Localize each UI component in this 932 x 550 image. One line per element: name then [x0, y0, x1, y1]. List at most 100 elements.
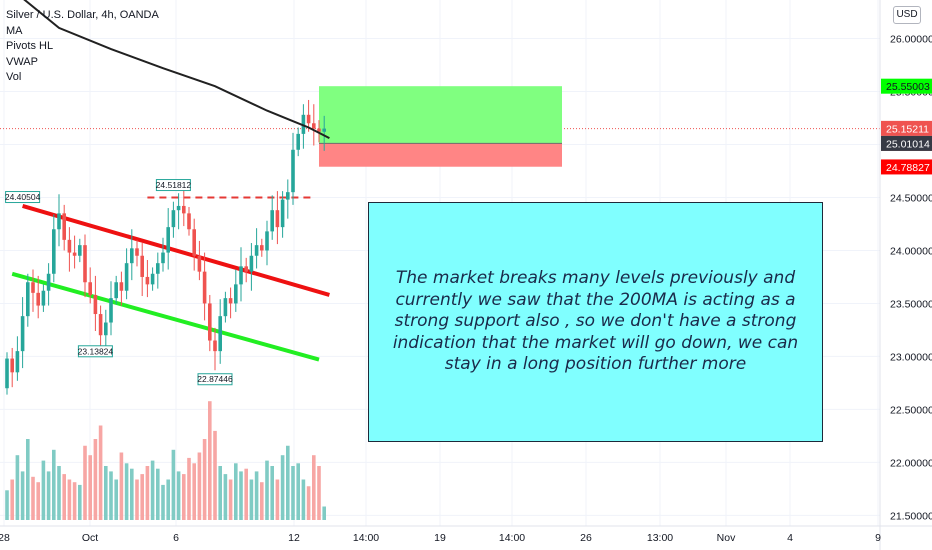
- candle-body: [317, 128, 321, 132]
- candle-body: [213, 340, 217, 352]
- volume-bar: [208, 401, 212, 520]
- volume-bar: [317, 466, 321, 520]
- volume-bar: [171, 449, 176, 520]
- candle-body: [72, 252, 77, 256]
- volume-bar: [31, 476, 35, 520]
- volume-bar: [239, 471, 243, 520]
- candle-body: [104, 322, 108, 336]
- currency-button[interactable]: USD: [893, 6, 921, 24]
- price-tick-label: 24.00000: [890, 245, 932, 257]
- candle-body: [109, 298, 113, 323]
- trendline-upper-red: [22, 204, 330, 297]
- candle-body: [150, 273, 155, 285]
- legend-vol[interactable]: Vol: [6, 71, 22, 83]
- volume-bar: [46, 471, 51, 520]
- volume-bar: [322, 506, 326, 520]
- time-tick-label: 12: [288, 532, 300, 544]
- position-tool[interactable]: [319, 86, 562, 167]
- candle-body: [161, 252, 165, 264]
- volume-bar: [156, 468, 160, 520]
- candle-body: [270, 210, 274, 232]
- candle-body: [135, 248, 139, 256]
- candle-body: [322, 128, 326, 132]
- price-label-text: 24.78827: [886, 162, 930, 174]
- price-tick-label: 26.00000: [890, 33, 932, 45]
- volume-bar: [228, 479, 233, 520]
- price-label-last: [881, 120, 932, 136]
- volume-bar: [124, 463, 129, 520]
- trendline-lower-green: [11, 271, 320, 362]
- legend-pivots[interactable]: Pivots HL: [6, 40, 54, 52]
- candle-body: [166, 227, 170, 253]
- volume-bar: [265, 460, 269, 520]
- candle-body: [265, 231, 269, 251]
- volume-bar: [109, 471, 113, 520]
- volume-bar: [36, 482, 40, 520]
- volume-bar: [98, 425, 103, 520]
- price-tick-label: 24.50000: [890, 192, 932, 204]
- volume-bar: [301, 479, 306, 520]
- candle-body: [234, 284, 238, 304]
- candle-body: [46, 273, 51, 291]
- price-tick-label: 23.50000: [890, 298, 932, 310]
- candle-body: [98, 314, 103, 336]
- price-tick-label: 22.00000: [890, 457, 932, 469]
- candle-body: [62, 213, 66, 240]
- candle-body: [192, 229, 196, 256]
- time-tick-label: 6: [173, 532, 179, 544]
- annotation-note[interactable]: The market breaks many levels previously…: [368, 202, 823, 442]
- time-tick-label: 13:00: [647, 532, 673, 544]
- volume-bar: [62, 474, 66, 520]
- stop-zone: [319, 143, 562, 167]
- volume-bar: [192, 463, 196, 520]
- candle-body: [176, 205, 181, 211]
- price-label-stop: [881, 159, 932, 175]
- volume-bar: [296, 463, 300, 520]
- volume-bar: [20, 471, 25, 520]
- pivot-label-text: 24.51812: [156, 180, 192, 190]
- volume-bar: [280, 455, 285, 520]
- time-tick-label: 4: [787, 532, 793, 544]
- volume-bar: [145, 466, 150, 520]
- volume-bar: [275, 479, 280, 520]
- legend-ma[interactable]: MA: [6, 24, 23, 37]
- candle-body: [254, 245, 259, 256]
- volume-bar: [260, 482, 264, 520]
- candle-body: [114, 282, 118, 299]
- time-axis[interactable]: 28 Oct 6 12 14:00 19 14:00 26 13:00 Nov 4 9: [0, 525, 932, 544]
- volume-bar: [150, 460, 155, 520]
- pivot-label-text: 24.40504: [5, 192, 41, 202]
- candle-body: [306, 114, 311, 124]
- candle-body: [197, 255, 202, 272]
- candle-body: [223, 298, 228, 317]
- candle-body: [26, 282, 30, 317]
- price-tick-label: 21.50000: [890, 510, 932, 522]
- volume-bar: [15, 455, 20, 520]
- candle-body: [291, 149, 295, 193]
- legend-symbol[interactable]: Silver / U.S. Dollar, 4h, OANDA: [6, 9, 159, 21]
- volume-bar: [286, 445, 290, 520]
- volume-bar: [114, 479, 118, 520]
- candle-body: [182, 205, 186, 214]
- time-tick-label: 14:00: [499, 532, 525, 544]
- candle-body: [124, 263, 129, 291]
- legend-vwap[interactable]: VWAP: [6, 55, 38, 68]
- candle-body: [119, 282, 124, 291]
- pivot-labels: 24.40504 23.13824 24.51812 22.87446: [5, 179, 233, 386]
- candle-body: [83, 245, 87, 283]
- volume-bar: [67, 479, 72, 520]
- price-label-text: 25.01014: [886, 138, 930, 150]
- volume-bar: [119, 452, 124, 520]
- candle-body: [5, 358, 9, 389]
- candle-body: [57, 213, 61, 230]
- candle-body: [228, 298, 233, 304]
- volume-bar: [26, 439, 30, 520]
- target-zone: [319, 86, 562, 144]
- candle-body: [208, 303, 212, 341]
- pivot-label-text: 22.87446: [197, 374, 233, 384]
- price-tick-label: 23.00000: [890, 351, 932, 363]
- pivot-label-box: [5, 191, 41, 204]
- volume-bars: [5, 401, 326, 520]
